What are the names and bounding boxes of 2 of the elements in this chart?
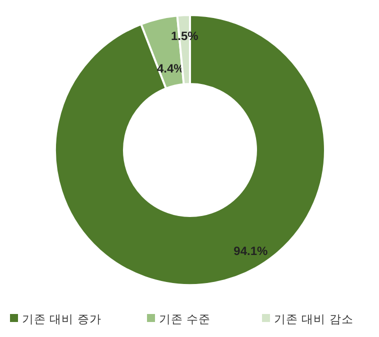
- legend-label: 기존 수준: [159, 312, 211, 326]
- data-label: 94.1%: [234, 244, 268, 258]
